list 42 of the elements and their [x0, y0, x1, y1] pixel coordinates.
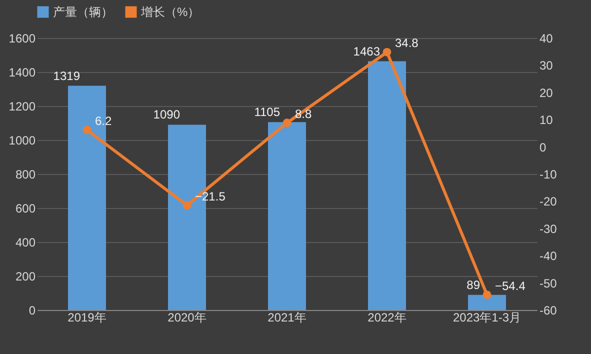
y2-tick-label: 20 — [540, 86, 554, 100]
bar — [468, 294, 506, 310]
x-tick-label: 2019年 — [68, 310, 106, 324]
point — [182, 201, 192, 210]
point — [482, 290, 492, 299]
y2-tick-label: 40 — [540, 32, 554, 46]
y-tick-label: 200 — [15, 270, 36, 284]
data-label: 1090 — [153, 108, 180, 122]
y2-tick-label: -10 — [540, 168, 558, 182]
y-tick-label: 1600 — [8, 32, 36, 46]
point — [382, 48, 392, 56]
y2-tick-label: 10 — [540, 113, 554, 128]
y2-tick-label: -30 — [540, 222, 558, 236]
legend-label: 产量（辆） — [53, 5, 113, 19]
bar — [368, 61, 406, 310]
data-label: −54.4 — [495, 278, 526, 293]
x-tick-label: 2022年 — [368, 310, 406, 324]
y2-tick-label: -20 — [540, 194, 558, 209]
y-tick-label: 0 — [28, 304, 36, 318]
x-tick-label: 2020年 — [168, 310, 206, 324]
y-tick-label: 1200 — [8, 100, 36, 114]
y2-tick-label: 30 — [540, 58, 554, 73]
y-tick-label: 400 — [15, 236, 36, 250]
y2-tick-label: -60 — [540, 304, 558, 318]
data-label: 89 — [466, 278, 480, 292]
bar — [268, 122, 306, 310]
point — [282, 118, 292, 128]
y2-tick-label: -50 — [540, 276, 558, 290]
x-tick-label: 2023年1-3月 — [452, 310, 522, 324]
x-tick-label: 2021年 — [268, 310, 306, 324]
data-label: 1105 — [254, 105, 280, 120]
y-tick-label: 600 — [15, 202, 36, 216]
data-label: 1463 — [353, 44, 380, 58]
y-tick-label: 1400 — [8, 66, 36, 80]
legend-label: 增长（%） — [140, 5, 200, 19]
data-label: 1319 — [53, 68, 80, 83]
y-tick-label: 1000 — [8, 134, 36, 148]
point — [82, 126, 92, 134]
y-tick-label: 800 — [15, 168, 36, 182]
data-label: 34.8 — [395, 36, 419, 50]
y2-tick-label: -40 — [540, 249, 558, 264]
y2-tick-label: 0 — [540, 140, 546, 154]
